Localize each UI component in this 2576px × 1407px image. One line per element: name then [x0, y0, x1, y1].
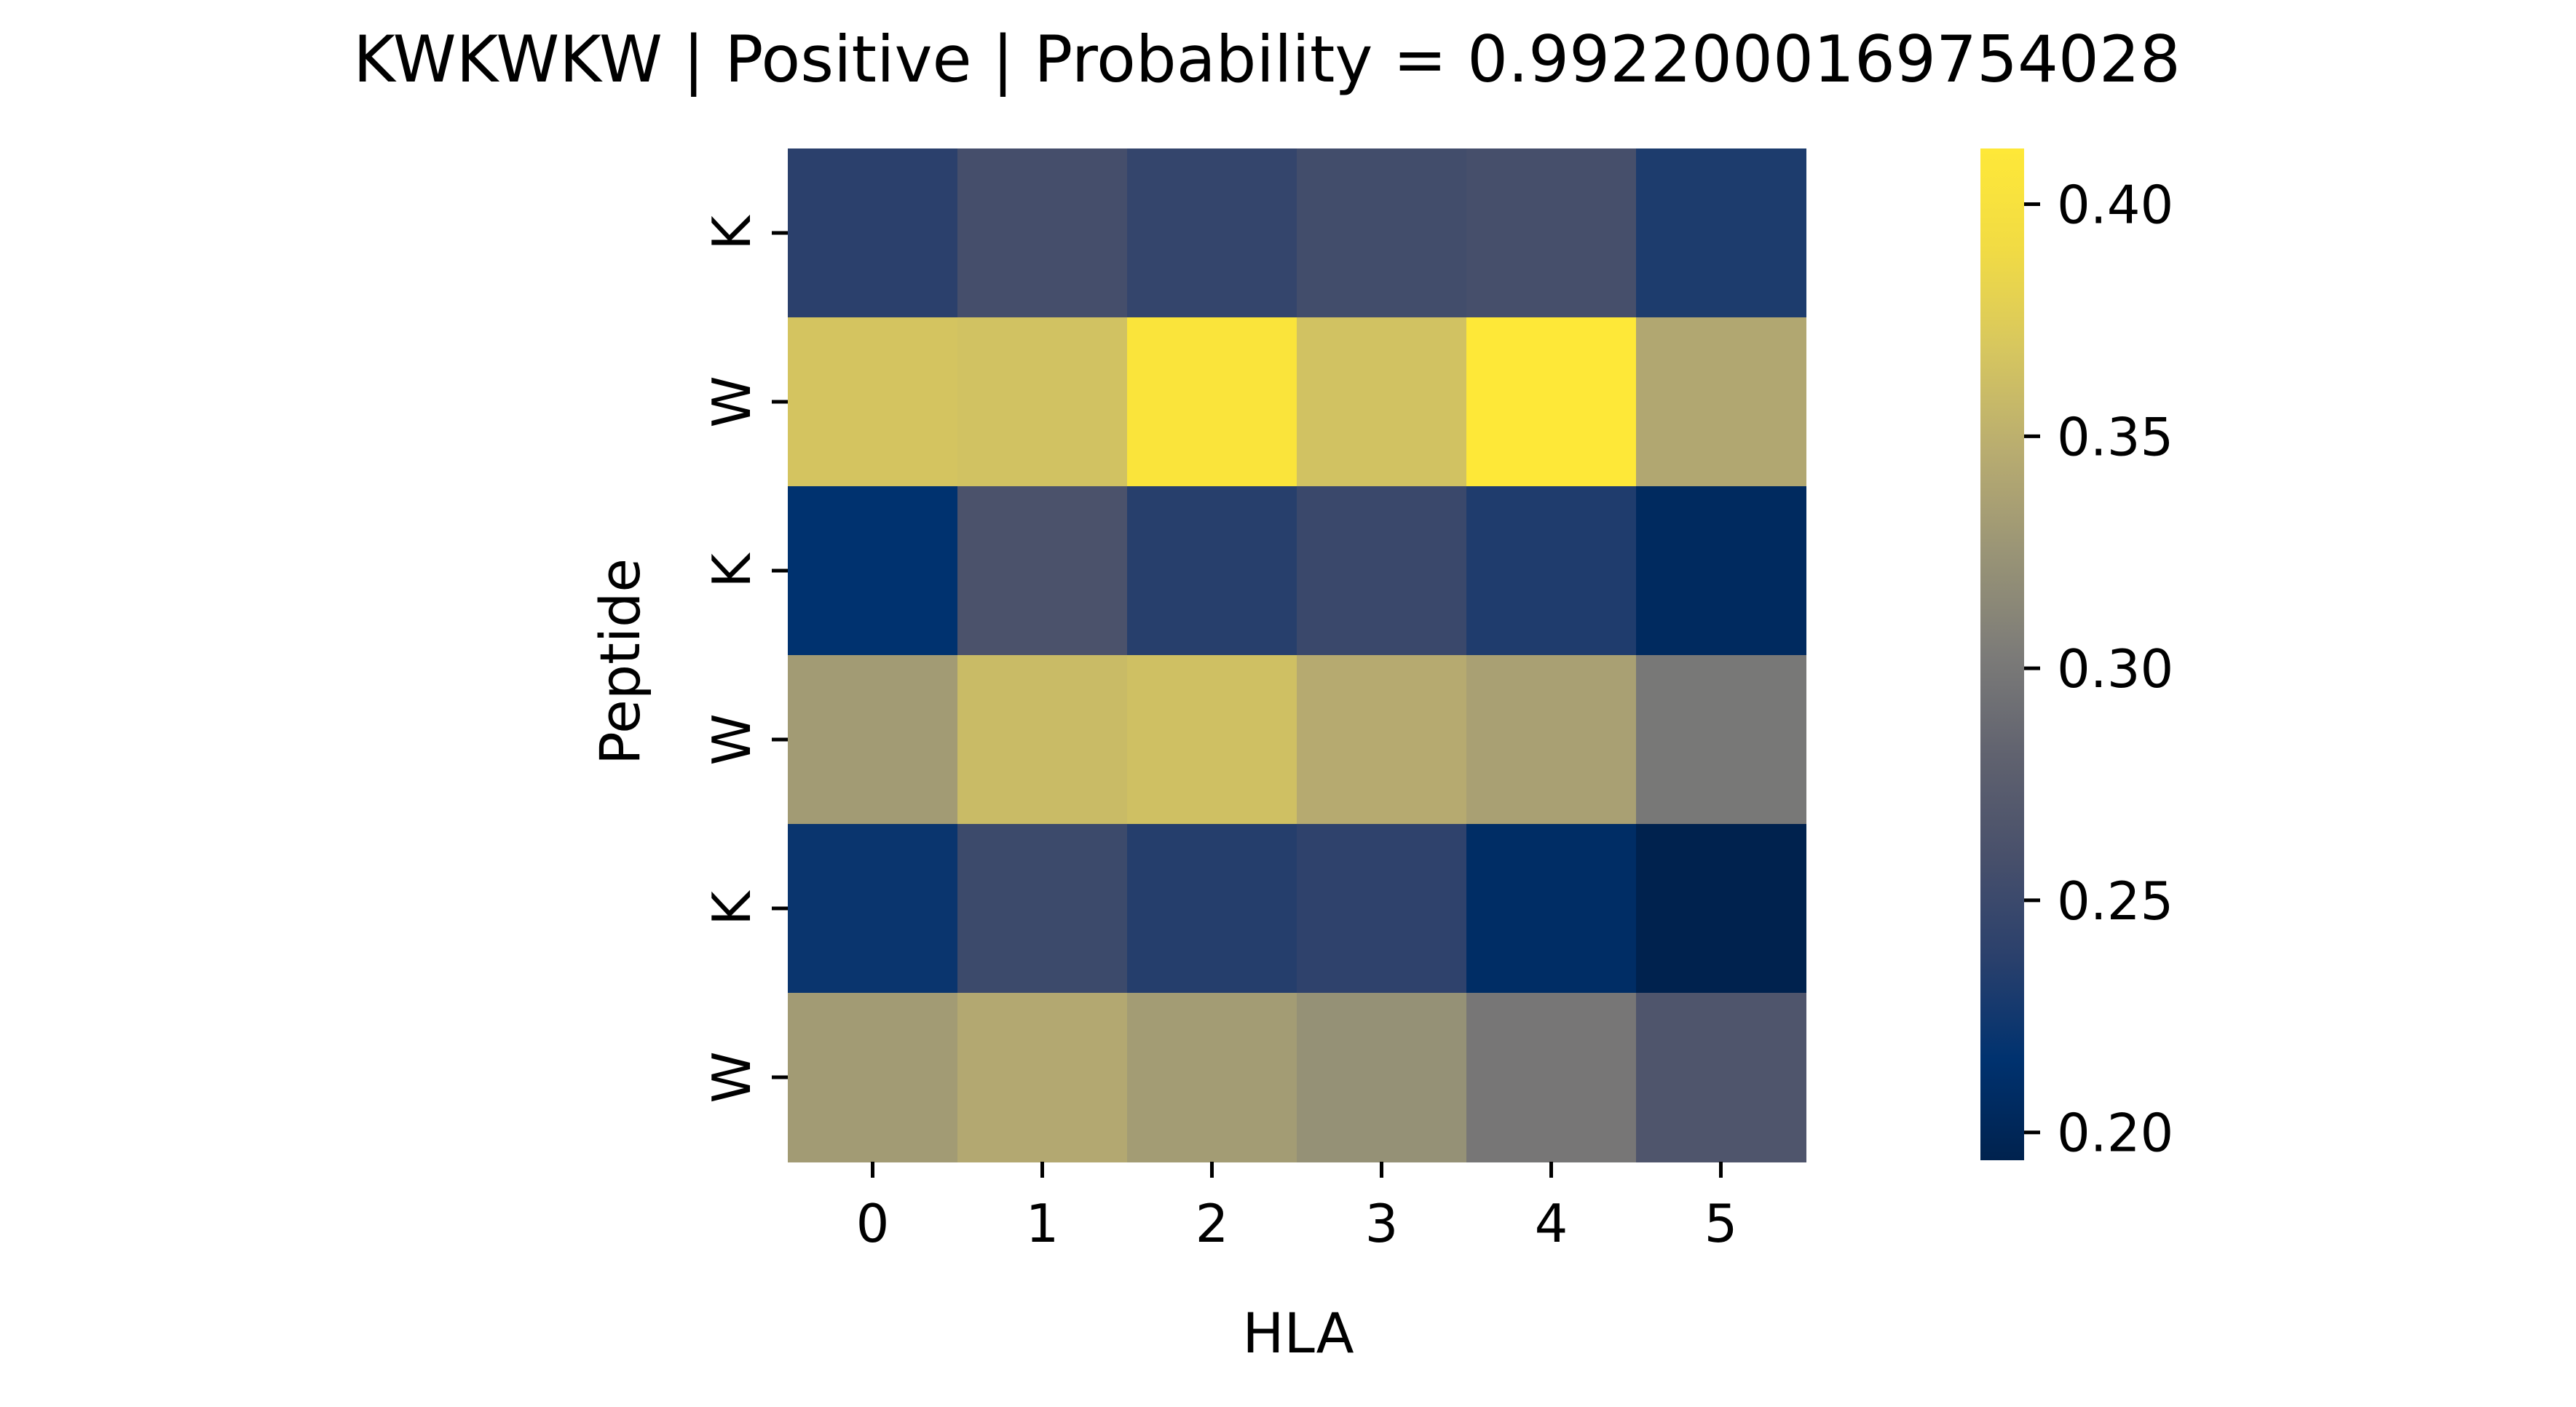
heatmap-cell: [1127, 655, 1297, 825]
heatmap-cell: [1466, 486, 1637, 656]
colorbar-tick-label: 0.20: [2057, 1103, 2173, 1164]
y-tick-label: W: [701, 713, 762, 765]
heatmap-cell: [1127, 486, 1297, 656]
heatmap-cell: [1636, 655, 1806, 825]
heatmap-cell: [1466, 824, 1637, 994]
heatmap-cell: [1297, 317, 1467, 487]
x-tick-label: 0: [856, 1193, 890, 1254]
heatmap-cell: [1636, 148, 1806, 318]
heatmap-cell: [1127, 993, 1297, 1162]
heatmap-cell: [788, 824, 958, 994]
chart-title: KWKWKW | Positive | Probability = 0.9922…: [353, 22, 2181, 98]
colorbar: [1980, 148, 2024, 1160]
heatmap-cell: [1466, 148, 1637, 318]
colorbar-tick-label: 0.35: [2057, 406, 2173, 467]
x-tick-label: 1: [1026, 1193, 1059, 1254]
heatmap-cell: [1127, 317, 1297, 487]
heatmap-cell: [1297, 486, 1467, 656]
heatmap-cell: [1466, 993, 1637, 1162]
heatmap-cell: [1636, 317, 1806, 487]
x-tick-label: 2: [1196, 1193, 1229, 1254]
heatmap-cell: [1297, 655, 1467, 825]
heatmap-cell: [1297, 993, 1467, 1162]
heatmap-cell: [957, 317, 1128, 487]
heatmap-cell: [1297, 148, 1467, 318]
colorbar-tick-label: 0.30: [2057, 638, 2173, 699]
y-axis-ticks: K W K W K W: [701, 215, 788, 1103]
x-axis-label: HLA: [1242, 1301, 1354, 1366]
heatmap-cell: [788, 317, 958, 487]
heatmap-cell: [1297, 824, 1467, 994]
heatmap-cell: [1636, 486, 1806, 656]
heatmap-cell: [957, 486, 1128, 656]
heatmap-cell: [957, 148, 1128, 318]
colorbar-ticks: 0.20 0.25 0.30 0.35 0.40: [2024, 175, 2173, 1164]
y-tick-label: W: [701, 1051, 762, 1103]
heatmap-cell: [957, 824, 1128, 994]
x-tick-label: 4: [1535, 1193, 1568, 1254]
heatmap-cell: [957, 993, 1128, 1162]
heatmap-cell: [1466, 655, 1637, 825]
heatmap-cell: [788, 486, 958, 656]
y-tick-label: K: [701, 552, 762, 588]
y-tick-label: K: [701, 890, 762, 926]
y-tick-label: W: [701, 376, 762, 427]
heatmap-cell: [788, 148, 958, 318]
heatmap-cell: [957, 655, 1128, 825]
heatmap-cell: [1636, 993, 1806, 1162]
x-tick-label: 3: [1365, 1193, 1399, 1254]
colorbar-tick-label: 0.40: [2057, 175, 2173, 236]
heatmap-cell: [1127, 148, 1297, 318]
colorbar-tick-label: 0.25: [2057, 871, 2173, 932]
y-tick-label: K: [701, 215, 762, 250]
x-axis-ticks: 0 1 2 3 4 5: [856, 1162, 1738, 1254]
heatmap-cell: [1466, 317, 1637, 487]
y-axis-label: Peptide: [588, 558, 652, 765]
heatmap-cell: [1636, 824, 1806, 994]
heatmap-cell: [788, 655, 958, 825]
heatmap-cells: [788, 148, 1806, 1162]
heatmap-cell: [1127, 824, 1297, 994]
heatmap-cell: [788, 993, 958, 1162]
x-tick-label: 5: [1704, 1193, 1738, 1254]
